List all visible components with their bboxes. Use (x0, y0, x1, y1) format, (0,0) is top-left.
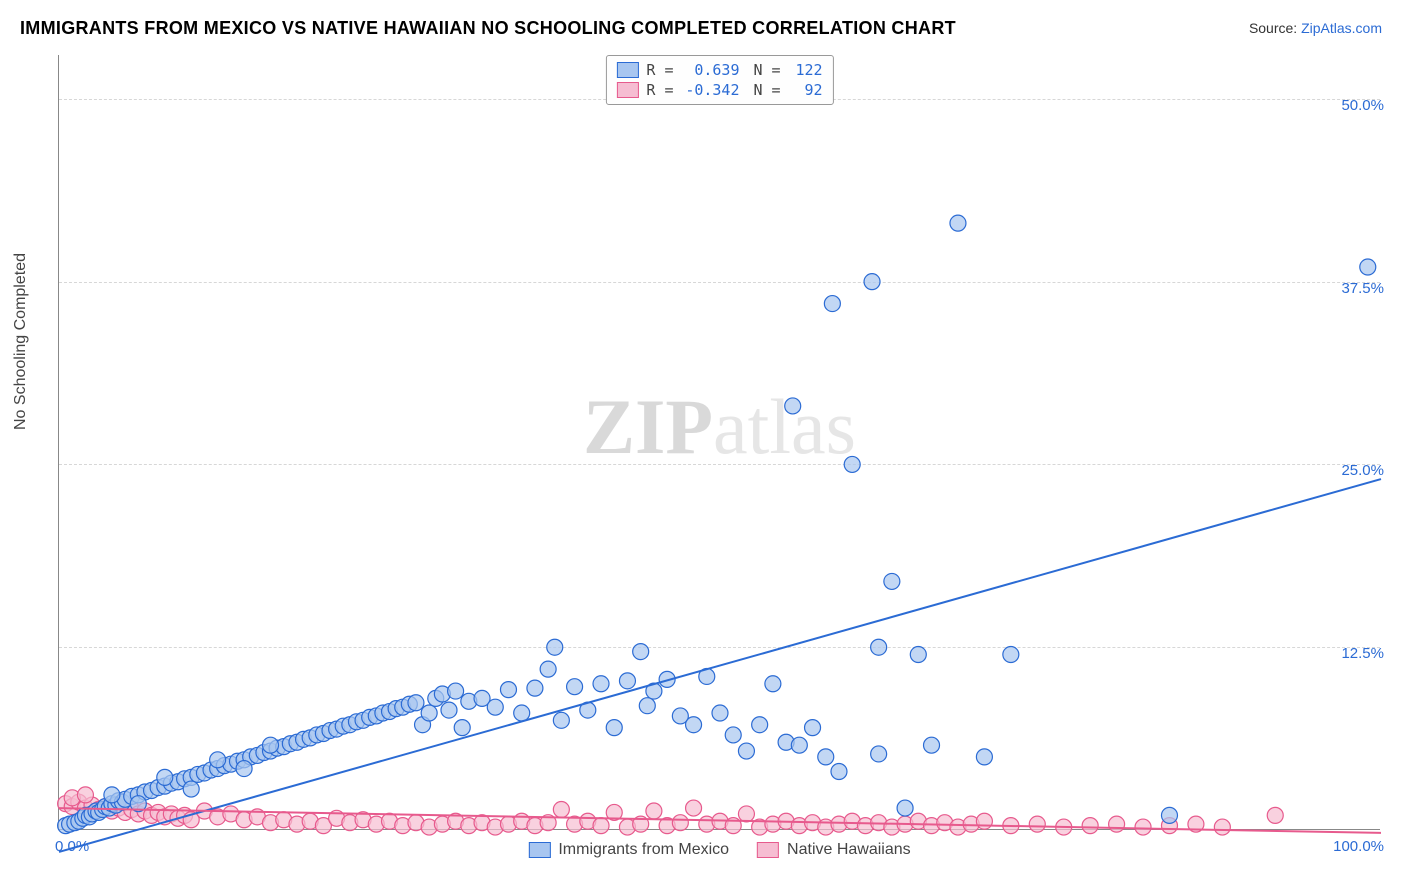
source-attribution: Source: ZipAtlas.com (1249, 20, 1382, 36)
n-label: N = (754, 61, 781, 79)
data-point-mexico (765, 676, 781, 692)
data-point-hawaiian (1082, 818, 1098, 834)
data-point-mexico (824, 296, 840, 312)
r-label: R = (646, 61, 673, 79)
data-point-mexico (514, 705, 530, 721)
legend-item-hawaiian: Native Hawaiians (757, 841, 911, 859)
data-point-hawaiian (1214, 819, 1230, 835)
data-point-mexico (487, 699, 503, 715)
y-tick-label: 50.0% (1341, 97, 1384, 114)
plot-area: ZIPatlas R = 0.639 N = 122 R = -0.342 N … (58, 55, 1380, 830)
correlation-legend-row-1: R = 0.639 N = 122 (616, 60, 822, 80)
n-label: N = (754, 81, 781, 99)
y-tick-label: 25.0% (1341, 462, 1384, 479)
data-point-mexico (421, 705, 437, 721)
data-point-mexico (884, 573, 900, 589)
data-point-mexico (210, 752, 226, 768)
legend-swatch-mexico (528, 842, 550, 858)
chart-title: IMMIGRANTS FROM MEXICO VS NATIVE HAWAIIA… (20, 18, 956, 39)
data-point-hawaiian (553, 802, 569, 818)
data-point-mexico (236, 761, 252, 777)
data-point-mexico (639, 698, 655, 714)
data-point-hawaiian (1267, 807, 1283, 823)
data-point-mexico (547, 639, 563, 655)
legend-label-mexico: Immigrants from Mexico (558, 841, 729, 859)
data-point-mexico (441, 702, 457, 718)
data-point-mexico (791, 737, 807, 753)
legend-label-hawaiian: Native Hawaiians (787, 841, 911, 859)
y-axis-label: No Schooling Completed (12, 253, 30, 430)
data-point-mexico (785, 398, 801, 414)
data-point-mexico (738, 743, 754, 759)
data-point-mexico (725, 727, 741, 743)
correlation-legend-row-2: R = -0.342 N = 92 (616, 80, 822, 100)
data-point-mexico (263, 737, 279, 753)
data-point-mexico (448, 683, 464, 699)
data-point-mexico (104, 787, 120, 803)
data-point-mexico (527, 680, 543, 696)
data-point-mexico (500, 682, 516, 698)
r-value-mexico: 0.639 (682, 61, 740, 79)
data-point-mexico (897, 800, 913, 816)
data-point-mexico (408, 695, 424, 711)
chart-svg (59, 55, 1380, 829)
data-point-mexico (805, 720, 821, 736)
r-label: R = (646, 81, 673, 99)
data-point-mexico (633, 644, 649, 660)
data-point-mexico (950, 215, 966, 231)
data-point-mexico (540, 661, 556, 677)
correlation-legend: R = 0.639 N = 122 R = -0.342 N = 92 (605, 55, 833, 105)
data-point-mexico (619, 673, 635, 689)
data-point-mexico (1003, 647, 1019, 663)
regression-line-mexico (59, 479, 1381, 852)
data-point-hawaiian (593, 818, 609, 834)
legend-swatch-hawaiian (616, 82, 638, 98)
data-point-mexico (871, 639, 887, 655)
data-point-mexico (593, 676, 609, 692)
data-point-mexico (976, 749, 992, 765)
data-point-mexico (910, 647, 926, 663)
data-point-mexico (924, 737, 940, 753)
data-point-hawaiian (1109, 816, 1125, 832)
data-point-mexico (752, 717, 768, 733)
data-point-mexico (157, 769, 173, 785)
data-point-hawaiian (738, 806, 754, 822)
data-point-mexico (864, 274, 880, 290)
data-point-mexico (844, 456, 860, 472)
data-point-hawaiian (1135, 819, 1151, 835)
source-label: Source: (1249, 20, 1297, 36)
data-point-hawaiian (686, 800, 702, 816)
data-point-mexico (712, 705, 728, 721)
data-point-hawaiian (646, 803, 662, 819)
data-point-hawaiian (1029, 816, 1045, 832)
data-point-hawaiian (672, 815, 688, 831)
legend-swatch-mexico (616, 62, 638, 78)
data-point-hawaiian (976, 813, 992, 829)
data-point-mexico (818, 749, 834, 765)
legend-swatch-hawaiian (757, 842, 779, 858)
x-axis-max: 100.0% (1333, 838, 1384, 855)
data-point-mexico (831, 764, 847, 780)
data-point-mexico (871, 746, 887, 762)
data-point-mexico (553, 712, 569, 728)
data-point-mexico (454, 720, 470, 736)
data-point-mexico (1360, 259, 1376, 275)
y-tick-label: 12.5% (1341, 645, 1384, 662)
y-tick-label: 37.5% (1341, 280, 1384, 297)
data-point-mexico (1161, 807, 1177, 823)
x-axis-min: 0.0% (55, 838, 89, 855)
data-point-mexico (686, 717, 702, 733)
legend-item-mexico: Immigrants from Mexico (528, 841, 729, 859)
data-point-mexico (183, 781, 199, 797)
data-point-hawaiian (77, 787, 93, 803)
data-point-mexico (567, 679, 583, 695)
n-value-mexico: 122 (789, 61, 823, 79)
n-value-hawaiian: 92 (789, 81, 823, 99)
data-point-mexico (606, 720, 622, 736)
source-link[interactable]: ZipAtlas.com (1301, 20, 1382, 36)
r-value-hawaiian: -0.342 (682, 81, 740, 99)
series-legend: Immigrants from Mexico Native Hawaiians (528, 841, 910, 859)
